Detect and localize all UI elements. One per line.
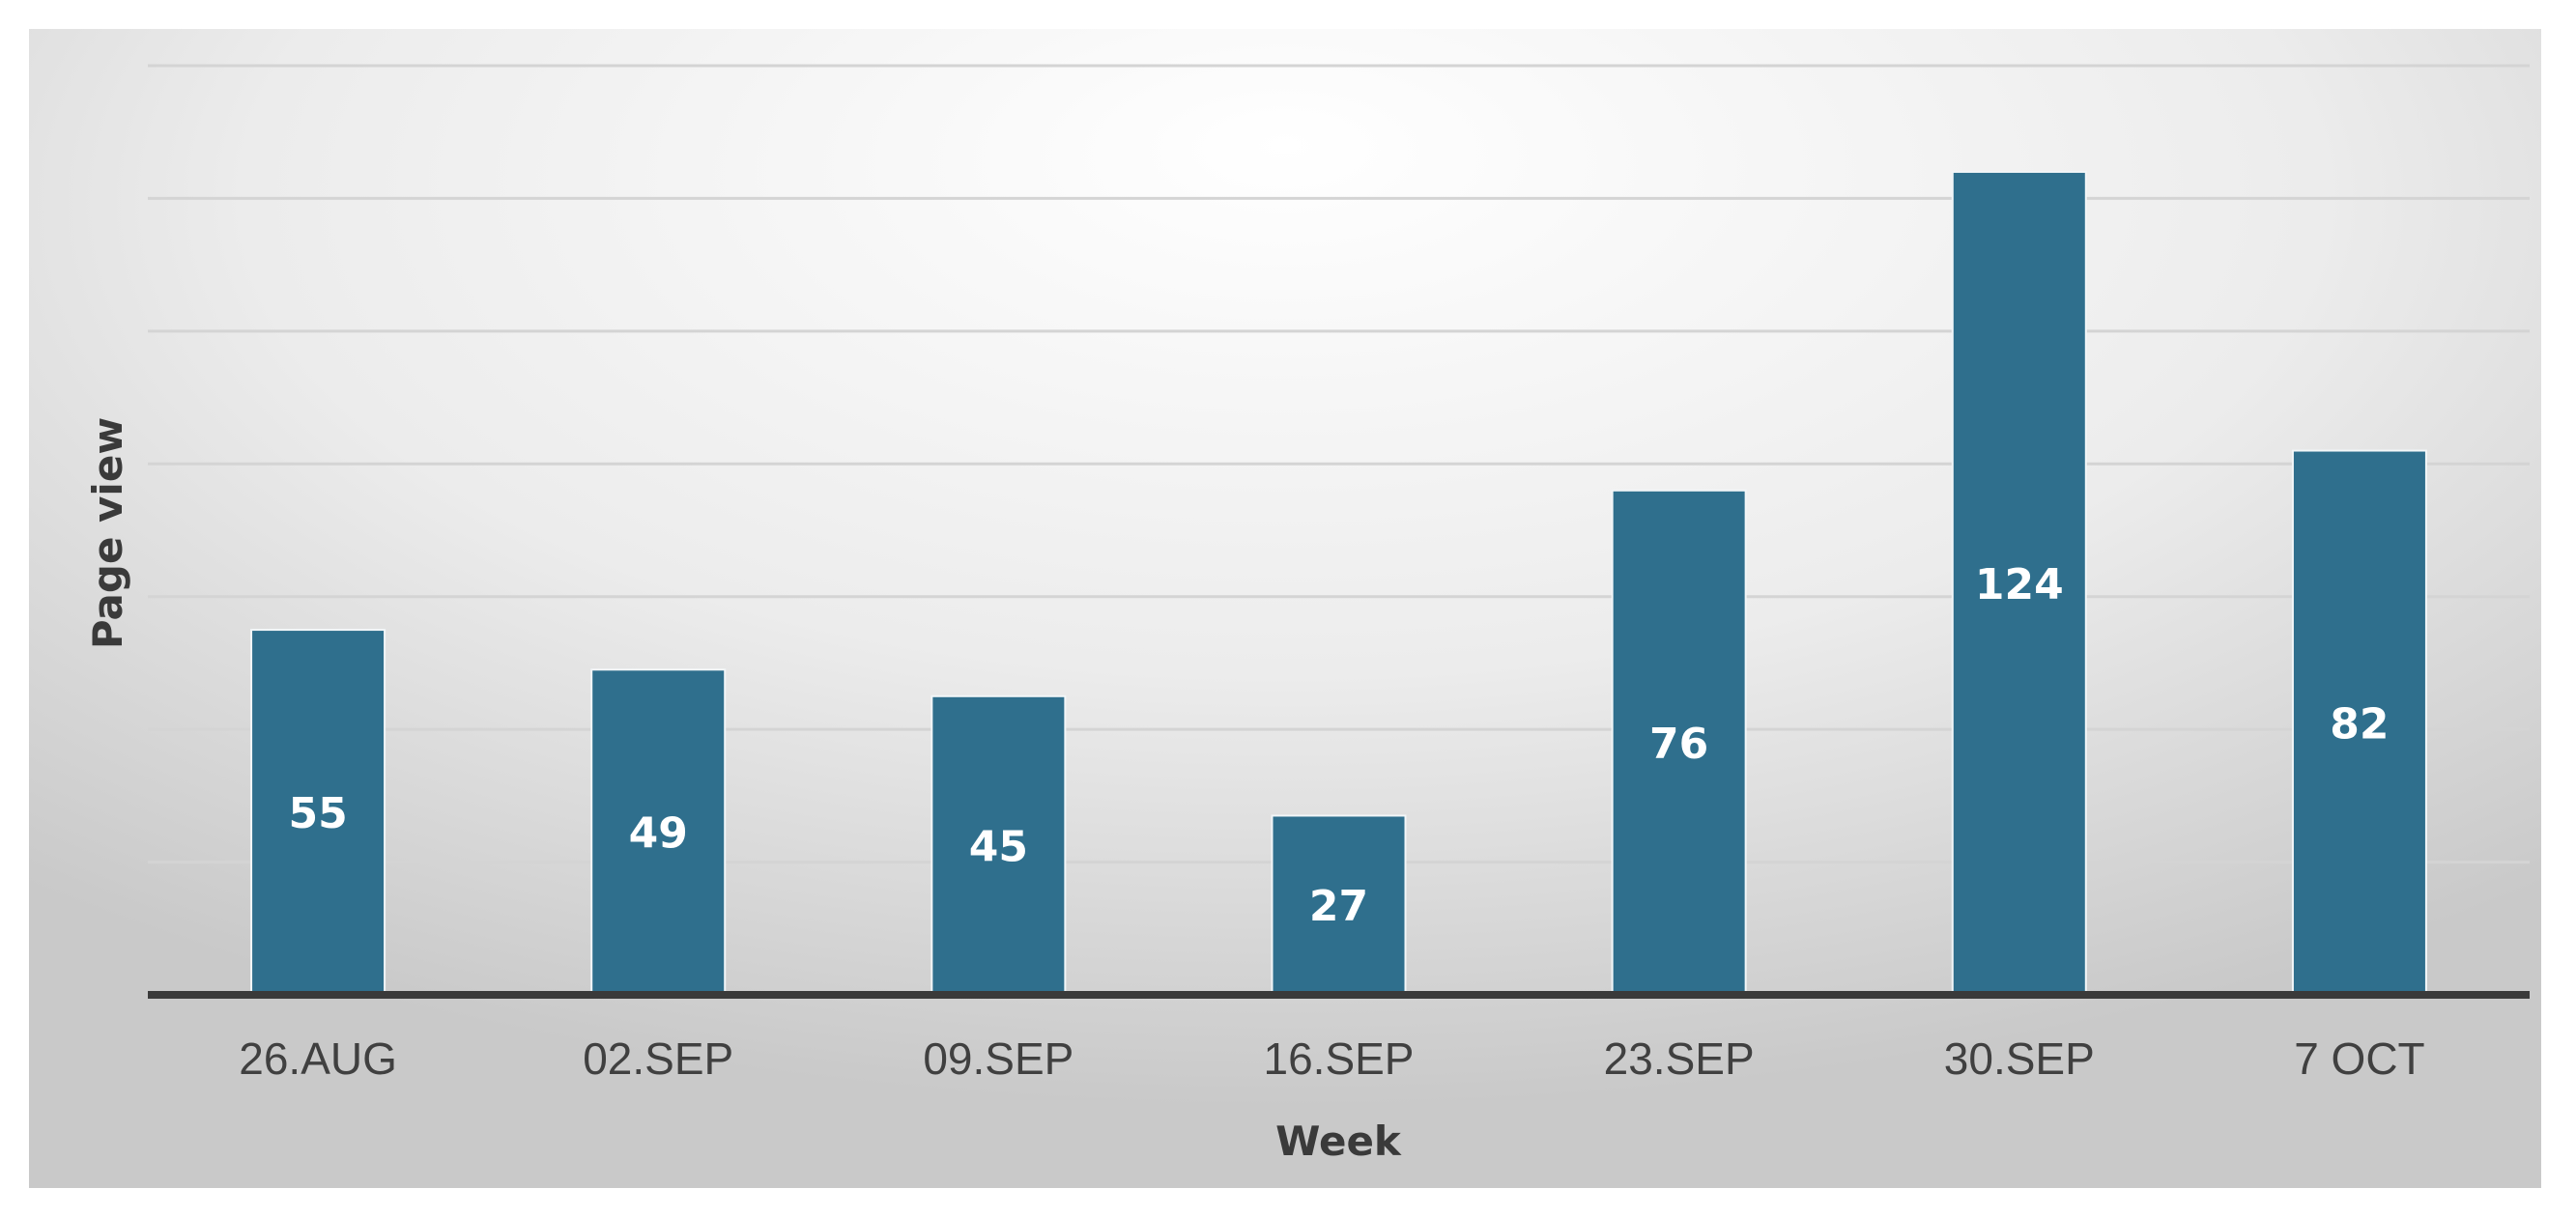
gridlines <box>148 64 2530 864</box>
bar-5 <box>1611 489 1747 996</box>
x-tick-label-4: 16.SEP <box>1264 1033 1415 1084</box>
chart-background <box>29 29 2541 1188</box>
y-axis-title: Page view <box>84 417 131 649</box>
x-tick-label-5: 23.SEP <box>1604 1033 1755 1084</box>
x-tick-label-1: 26.AUG <box>239 1033 397 1084</box>
bar-2 <box>590 668 727 996</box>
x-tick-label-2: 02.SEP <box>583 1033 733 1084</box>
bar-6 <box>1951 170 2087 996</box>
x-tick-label-6: 30.SEP <box>1944 1033 2095 1084</box>
bar-4 <box>1271 814 1407 996</box>
bars: 55 49 45 27 76 124 82 <box>250 170 2427 996</box>
data-label-4: 27 <box>1309 882 1368 931</box>
x-tick-labels: 26.AUG 02.SEP 09.SEP 16.SEP 23.SEP 30.SEP 7 OC… <box>239 1033 2424 1084</box>
data-label-6: 124 <box>1975 560 2064 609</box>
x-tick-label-7: 7 OCT <box>2294 1033 2424 1084</box>
data-label-7: 82 <box>2330 699 2389 749</box>
x-axis-title: Week <box>1275 1118 1402 1165</box>
bar-3 <box>930 694 1067 996</box>
bar-7 <box>2291 449 2427 996</box>
data-label-3: 45 <box>969 822 1028 871</box>
data-label-1: 55 <box>288 789 347 838</box>
data-label-2: 49 <box>629 809 688 859</box>
data-label-5: 76 <box>1649 720 1708 769</box>
x-tick-label-3: 09.SEP <box>923 1033 1073 1084</box>
